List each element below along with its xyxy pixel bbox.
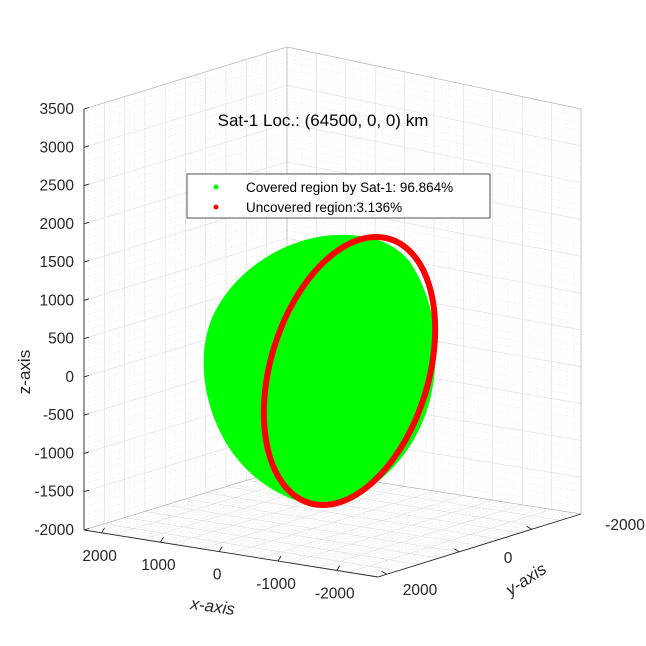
x-tick-label: -2000 <box>315 585 355 602</box>
z-tick-label: 500 <box>48 331 74 348</box>
covered-region <box>203 234 436 506</box>
x-axis-line <box>83 529 379 578</box>
y-tick <box>381 570 387 575</box>
x-axis-label: x-axis <box>188 594 236 619</box>
y-tick <box>453 548 460 553</box>
legend-marker-covered <box>213 184 219 190</box>
z-axis-label: z-axis <box>15 350 34 394</box>
box-edge-top-left <box>83 46 288 110</box>
x-tick-label: 1000 <box>141 557 176 574</box>
x-tick-label: -1000 <box>256 576 296 593</box>
legend-box <box>186 173 491 219</box>
z-tick-label: 2500 <box>40 178 75 195</box>
x-tick <box>218 546 223 552</box>
tick-labels: 3500 3000 2500 2000 1500 1000 500 0 -500 -1000 -15… <box>34 101 645 602</box>
z-tick <box>83 451 90 454</box>
chart-title: Sat-1 Loc.: (64500, 0, 0) km <box>218 111 429 130</box>
z-tick <box>83 374 90 378</box>
z-tick <box>83 528 90 531</box>
x-tick <box>160 536 164 543</box>
z-tick <box>83 298 90 301</box>
y-tick-label: 2000 <box>403 582 438 599</box>
z-tick <box>83 489 90 493</box>
box-edge-top-right <box>286 46 582 110</box>
x-tick-label: 0 <box>213 567 222 584</box>
z-tick-label: -1500 <box>34 484 74 501</box>
uncovered-region-ring <box>260 234 439 508</box>
x-tick <box>277 555 282 562</box>
z-tick <box>83 145 90 148</box>
legend-label-uncovered: Uncovered region:3.136% <box>246 200 402 215</box>
z-tick-label: 0 <box>65 369 74 386</box>
legend-marker-uncovered <box>213 204 219 210</box>
z-tick-label: 3500 <box>40 101 75 118</box>
z-tick <box>83 336 90 340</box>
x-tick <box>336 565 341 571</box>
z-tick-label: -500 <box>43 407 74 424</box>
z-tick-label: 1000 <box>40 292 75 309</box>
z-tick-label: -2000 <box>34 522 74 539</box>
x-tick-label: 2000 <box>82 548 117 565</box>
z-tick-label: 1500 <box>40 254 75 271</box>
z-tick <box>83 260 90 263</box>
z-tick <box>83 107 90 110</box>
z-tick <box>83 221 90 225</box>
y-tick <box>526 525 532 530</box>
x-tick <box>101 527 106 534</box>
y-tick-label: 0 <box>504 550 513 567</box>
y-tick-label: -2000 <box>605 517 645 534</box>
z-tick-label: -1000 <box>34 445 74 462</box>
legend-label-covered: Covered region by Sat-1: 96.864% <box>246 180 453 195</box>
box-edge-floor-left <box>83 467 288 531</box>
legend: Covered region by Sat-1: 96.864% Uncover… <box>186 173 491 219</box>
z-tick <box>83 413 90 416</box>
z-tick-label: 3000 <box>40 139 75 156</box>
z-tick <box>83 183 90 186</box>
globe <box>203 234 439 508</box>
z-tick-label: 2000 <box>40 216 75 233</box>
y-axis-line <box>377 513 582 578</box>
